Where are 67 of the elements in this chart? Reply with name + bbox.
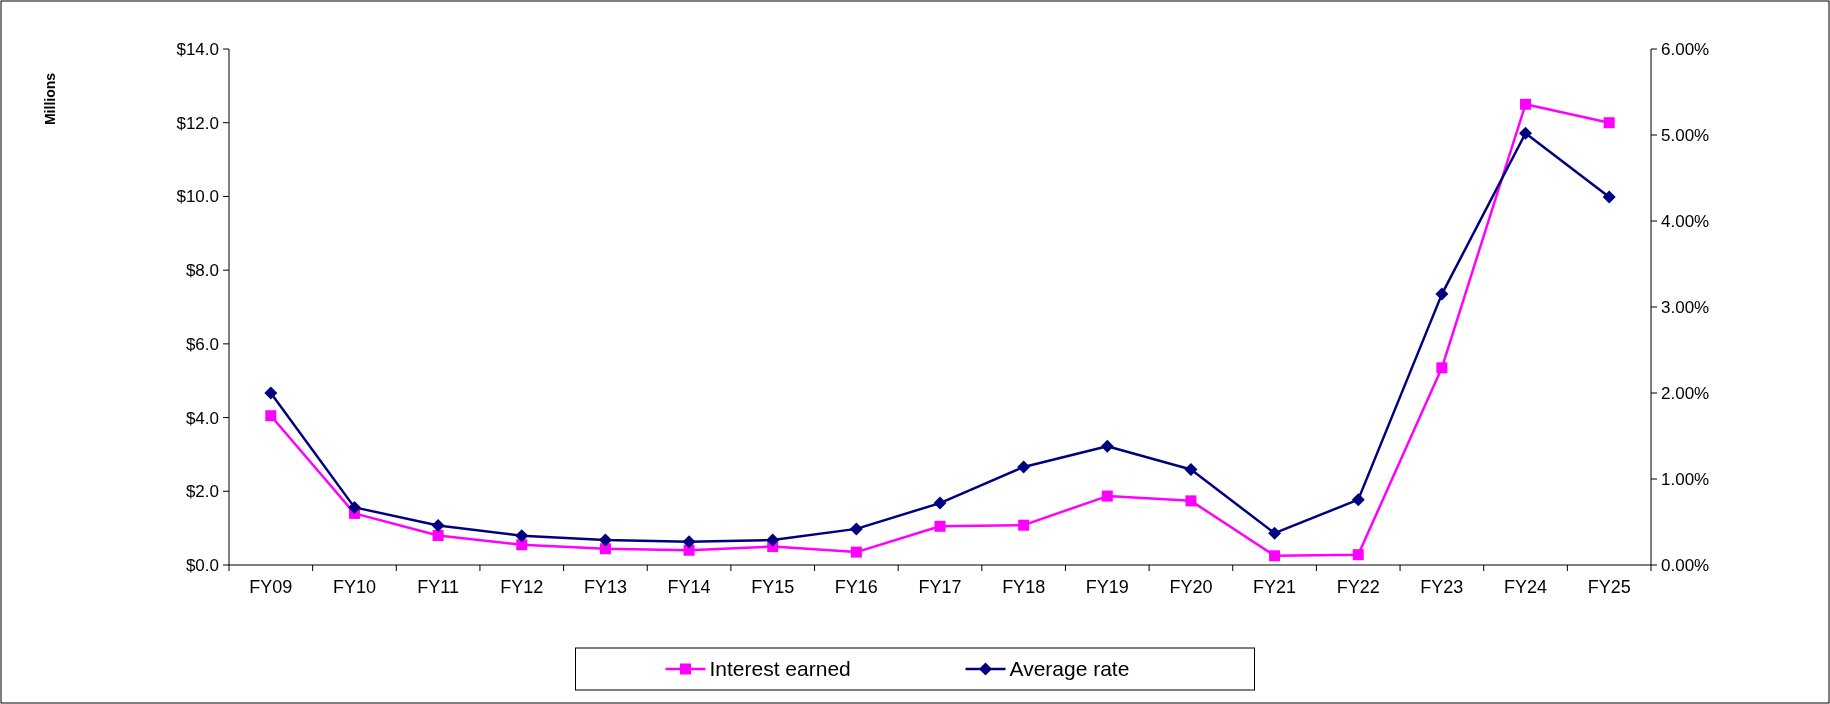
- point: [598, 533, 612, 547]
- point: [766, 533, 780, 547]
- point: [1100, 439, 1114, 453]
- point: [1602, 190, 1616, 204]
- point: [1436, 362, 1448, 374]
- point: [933, 496, 947, 510]
- point: [1184, 463, 1198, 477]
- point: [1603, 117, 1615, 129]
- y-tick-label: $6.0: [185, 334, 219, 354]
- point: [1185, 495, 1197, 507]
- y2-tick-label: 6.00%: [1661, 39, 1710, 59]
- point: [264, 386, 278, 400]
- point: [850, 546, 862, 558]
- y-tick-label: $8.0: [185, 261, 219, 281]
- y2-tick-label: 2.00%: [1661, 383, 1710, 403]
- point: [1351, 493, 1365, 507]
- x-tick-label: FY17: [918, 577, 962, 597]
- x-tick-label: FY25: [1587, 577, 1631, 597]
- y-tick-label: $0.0: [185, 555, 219, 575]
- y-tick-label: $4.0: [185, 408, 219, 428]
- x-tick-label: FY21: [1253, 577, 1297, 597]
- point: [1101, 490, 1113, 502]
- point: [431, 518, 445, 532]
- legend-label: Interest earned: [709, 657, 851, 681]
- y2-tick-label: 0.00%: [1661, 555, 1710, 575]
- legend-label: Average rate: [1009, 657, 1130, 681]
- point: [1017, 460, 1031, 474]
- x-tick-label: FY15: [751, 577, 795, 597]
- x-tick-label: FY19: [1085, 577, 1129, 597]
- y-tick-label: $12.0: [176, 113, 219, 133]
- x-tick-label: FY20: [1169, 577, 1213, 597]
- point: [432, 530, 444, 542]
- x-tick-label: FY11: [417, 577, 459, 597]
- y2-tick-label: 3.00%: [1661, 297, 1710, 317]
- x-tick-label: FY24: [1504, 577, 1548, 597]
- point: [1018, 519, 1030, 531]
- point: [682, 535, 696, 549]
- point: [515, 529, 529, 543]
- x-tick-label: FY22: [1336, 577, 1380, 597]
- point: [1435, 287, 1449, 301]
- point: [265, 410, 277, 422]
- point: [1352, 549, 1364, 561]
- y2-tick-label: 5.00%: [1661, 125, 1710, 145]
- y-tick-label: $2.0: [185, 482, 219, 502]
- point: [516, 539, 528, 551]
- point: [1269, 550, 1281, 562]
- point: [347, 500, 361, 514]
- text: Millions: [42, 72, 58, 126]
- x-tick-label: FY18: [1002, 577, 1046, 597]
- point: [849, 522, 863, 536]
- point: [1268, 526, 1282, 540]
- point: [1519, 126, 1533, 140]
- x-tick-label: FY23: [1420, 577, 1464, 597]
- y-tick-label: $10.0: [176, 187, 219, 207]
- y-tick-label: $14.0: [176, 39, 219, 59]
- x-tick-label: FY09: [249, 577, 293, 597]
- y2-tick-label: 1.00%: [1661, 469, 1710, 489]
- x-tick-label: FY12: [500, 577, 544, 597]
- x-tick-label: FY14: [667, 577, 711, 597]
- x-tick-label: FY16: [834, 577, 878, 597]
- x-tick-label: FY13: [583, 577, 627, 597]
- point: [599, 543, 611, 555]
- point: [1520, 98, 1532, 110]
- x-tick-label: FY10: [332, 577, 376, 597]
- y2-tick-label: 4.00%: [1661, 211, 1710, 231]
- point: [934, 520, 946, 532]
- point: [683, 544, 695, 556]
